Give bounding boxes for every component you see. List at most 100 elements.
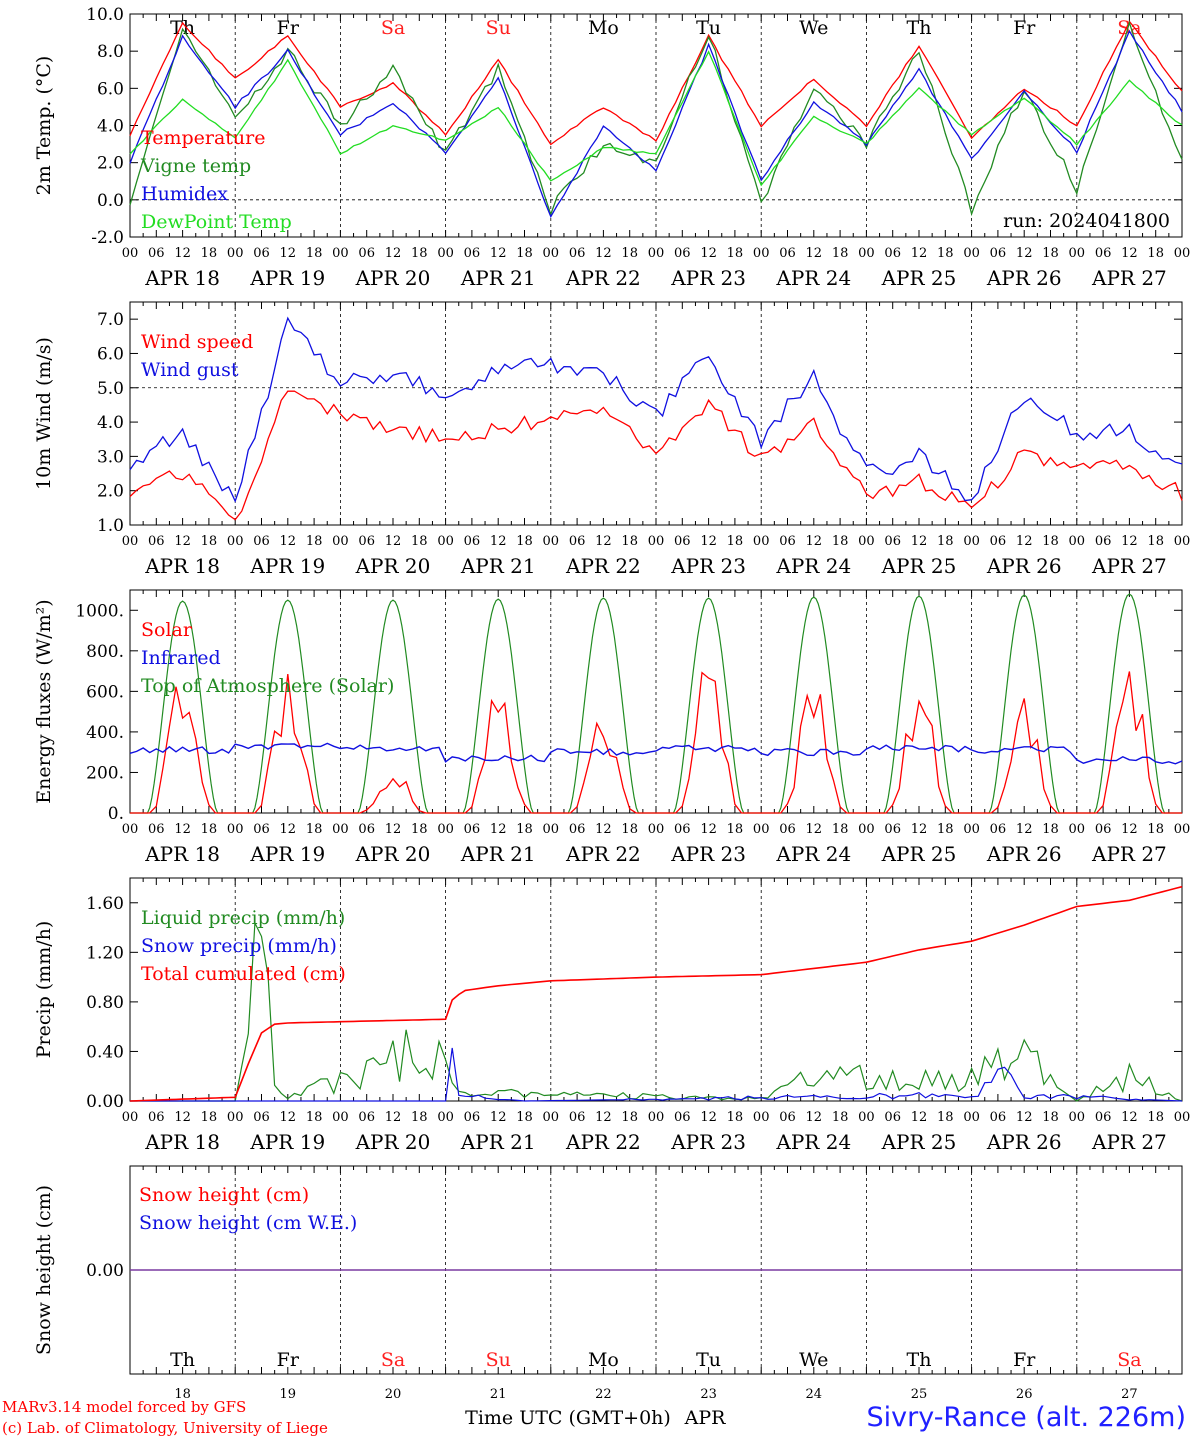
- hour-tick-label: 18: [1147, 1110, 1164, 1125]
- y-axis-label: Snow height (cm): [33, 1185, 55, 1355]
- hour-tick-label: 00: [543, 246, 560, 261]
- series-wind-speed: [129, 390, 1183, 521]
- date-label: APR 22: [565, 842, 641, 866]
- hour-tick-label: 00: [648, 1110, 665, 1125]
- y-tick-label: 400.: [86, 723, 124, 743]
- day-number-label: 20: [385, 1387, 402, 1402]
- weekday-label: Fr: [1013, 17, 1036, 39]
- legend-entry: Top of Atmosphere (Solar): [141, 675, 394, 697]
- hour-tick-label: 00: [1069, 822, 1086, 837]
- y-tick-label: 0.80: [86, 993, 124, 1013]
- weekday-label: Su: [486, 17, 511, 39]
- hour-tick-label: 00: [543, 822, 560, 837]
- hour-tick-label: 18: [937, 534, 954, 549]
- hour-tick-label: 00: [122, 246, 139, 261]
- weekday-label: Sa: [381, 17, 405, 39]
- hour-tick-label: 00: [648, 534, 665, 549]
- month-label: APR: [684, 1407, 727, 1429]
- hour-tick-label: 00: [648, 246, 665, 261]
- hour-tick-label: 00: [332, 822, 349, 837]
- hour-tick-label: 06: [569, 534, 586, 549]
- hour-tick-label: 00: [122, 534, 139, 549]
- day-number-label: 27: [1121, 1387, 1138, 1402]
- hour-tick-label: 06: [779, 822, 796, 837]
- hour-tick-label: 18: [1147, 822, 1164, 837]
- hour-tick-label: 12: [806, 822, 823, 837]
- hour-tick-label: 00: [437, 822, 454, 837]
- y-tick-label: 10.0: [86, 5, 124, 25]
- hour-tick-label: 12: [174, 246, 191, 261]
- y-tick-label: 5.0: [97, 379, 124, 399]
- hour-tick-label: 12: [174, 1110, 191, 1125]
- hour-tick-label: 00: [332, 534, 349, 549]
- date-label: APR 24: [775, 1130, 851, 1154]
- date-label: APR 18: [144, 1130, 220, 1154]
- hour-tick-label: 18: [201, 822, 218, 837]
- hour-tick-label: 18: [832, 246, 849, 261]
- date-label: APR 18: [144, 554, 220, 578]
- y-tick-label: 1.0: [97, 516, 124, 536]
- y-tick-label: 0.40: [86, 1042, 124, 1062]
- hour-tick-label: 18: [621, 822, 638, 837]
- date-label: APR 22: [565, 266, 641, 290]
- hour-tick-label: 00: [122, 1110, 139, 1125]
- y-tick-label: 1000.: [75, 601, 124, 621]
- y-tick-label: 1.20: [86, 943, 124, 963]
- hour-tick-label: 06: [148, 534, 165, 549]
- series-dewpoint-temp: [129, 50, 1183, 187]
- hour-tick-label: 18: [621, 246, 638, 261]
- hour-tick-label: 18: [937, 822, 954, 837]
- series-liquid-precip: [130, 920, 1183, 1102]
- hour-tick-label: 00: [963, 246, 980, 261]
- day-number-label: 25: [911, 1387, 928, 1402]
- weekday-label: Sa: [1117, 17, 1141, 39]
- station-label: Sivry-Rance (alt. 226m): [866, 1402, 1186, 1433]
- hour-tick-label: 06: [569, 246, 586, 261]
- lab-credit: (c) Lab. of Climatology, University of L…: [2, 1419, 328, 1437]
- hour-tick-label: 12: [1016, 246, 1033, 261]
- legend-entry: Wind gust: [141, 359, 239, 381]
- date-label: APR 21: [460, 554, 536, 578]
- hour-tick-label: 00: [227, 534, 244, 549]
- hour-tick-label: 18: [727, 1110, 744, 1125]
- y-axis-label: 2m Temp. (°C): [33, 56, 55, 196]
- y-tick-label: 4.0: [97, 413, 124, 433]
- model-credit: MARv3.14 model forced by GFS: [2, 1398, 247, 1416]
- hour-tick-label: 06: [569, 1110, 586, 1125]
- hour-tick-label: 00: [753, 534, 770, 549]
- date-label: APR 19: [249, 266, 325, 290]
- y-tick-label: 800.: [86, 642, 124, 662]
- y-tick-label: 2.0: [97, 482, 124, 502]
- hour-tick-label: 06: [1095, 534, 1112, 549]
- hour-tick-label: 12: [174, 534, 191, 549]
- y-tick-label: 3.0: [97, 447, 124, 467]
- hour-tick-label: 18: [516, 246, 533, 261]
- date-label: APR 27: [1091, 554, 1167, 578]
- hour-tick-label: 06: [990, 534, 1007, 549]
- day-number-label: 18: [174, 1387, 191, 1402]
- hour-tick-label: 12: [280, 534, 297, 549]
- hour-tick-label: 12: [1016, 822, 1033, 837]
- panel-frame: [129, 301, 1183, 526]
- hour-tick-label: 12: [595, 822, 612, 837]
- hour-tick-label: 00: [648, 822, 665, 837]
- date-label: APR 25: [881, 842, 957, 866]
- y-tick-label: 6.0: [97, 344, 124, 364]
- hour-tick-label: 12: [1121, 246, 1138, 261]
- y-tick-label: 8.0: [97, 42, 124, 62]
- hour-tick-label: 00: [963, 822, 980, 837]
- day-number-label: 23: [700, 1387, 717, 1402]
- date-label: APR 23: [670, 842, 746, 866]
- hour-tick-label: 12: [174, 822, 191, 837]
- date-label: APR 18: [144, 266, 220, 290]
- date-label: APR 20: [355, 266, 431, 290]
- hour-tick-label: 00: [543, 534, 560, 549]
- hour-tick-label: 12: [1121, 822, 1138, 837]
- y-tick-label: 7.0: [97, 310, 124, 330]
- hour-tick-label: 00: [858, 534, 875, 549]
- hour-tick-label: 06: [358, 534, 375, 549]
- hour-tick-label: 12: [806, 1110, 823, 1125]
- date-label: APR 19: [249, 842, 325, 866]
- hour-tick-label: 00: [437, 1110, 454, 1125]
